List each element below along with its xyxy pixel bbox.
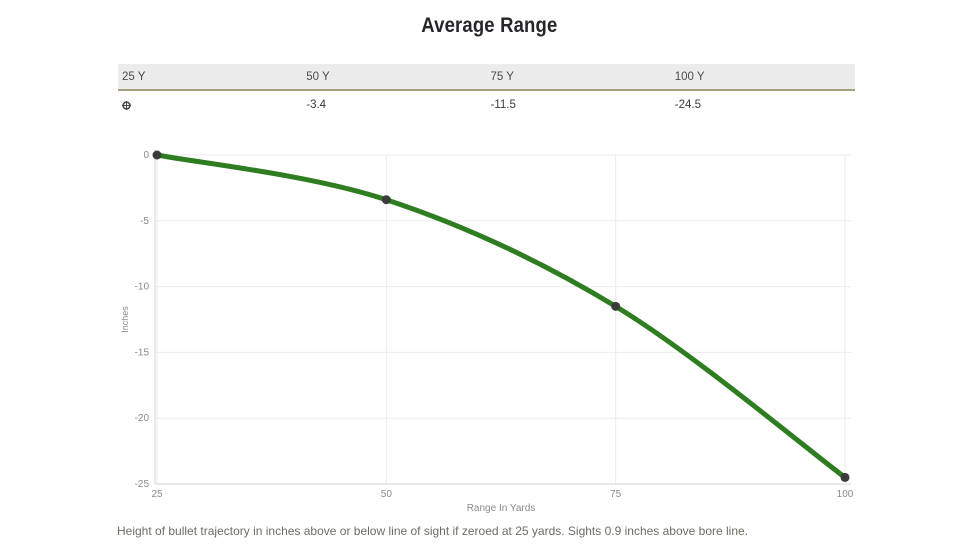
page-title-text: Average Range (420, 14, 558, 37)
chart-caption: Height of bullet trajectory in inches ab… (117, 524, 749, 538)
y-tick-label: -15 (135, 347, 150, 358)
data-point-marker[interactable] (840, 472, 850, 482)
x-tick-label: 25 (151, 489, 163, 500)
x-axis-title: Range In Yards (467, 503, 536, 514)
y-tick-label: -25 (135, 479, 150, 490)
trajectory-chart: 0 -5 -10 -15 -20 -25 25 50 75 100 Inches Range In Y… (117, 140, 858, 518)
data-point-marker[interactable] (381, 195, 391, 205)
data-point-marker[interactable] (611, 301, 621, 311)
range-table-header-25y: 25 Y (122, 70, 146, 83)
y-tick-label: -10 (135, 282, 150, 293)
table-cell-drop-75y: -11.5 (490, 98, 516, 111)
table-cell-zero (118, 100, 302, 110)
y-tick-label: -5 (140, 216, 149, 227)
data-point-marker[interactable] (152, 150, 162, 160)
y-tick-label: 0 (143, 150, 149, 161)
table-cell-drop-100y: -24.5 (674, 98, 701, 111)
x-tick-label: 75 (610, 489, 622, 500)
y-axis-title: Inches (120, 306, 130, 333)
range-table: 25 Y 50 Y 75 Y 100 Y -3.4 -11.5 -24.5 (118, 64, 855, 118)
range-table-header-row: 25 Y 50 Y 75 Y 100 Y (118, 64, 855, 91)
range-table-header-100y: 100 Y (674, 70, 705, 83)
scope-reticle-icon (122, 100, 131, 110)
page-title: Average Range (0, 14, 978, 38)
x-tick-label: 50 (381, 489, 393, 500)
table-cell-drop-50y: -3.4 (306, 98, 327, 111)
x-tick-label: 100 (837, 489, 854, 500)
range-table-header-50y: 50 Y (306, 70, 330, 83)
trajectory-line (154, 152, 848, 480)
y-tick-label: -20 (135, 413, 150, 424)
range-table-header-75y: 75 Y (490, 70, 514, 83)
range-table-value-row: -3.4 -11.5 -24.5 (118, 91, 855, 118)
